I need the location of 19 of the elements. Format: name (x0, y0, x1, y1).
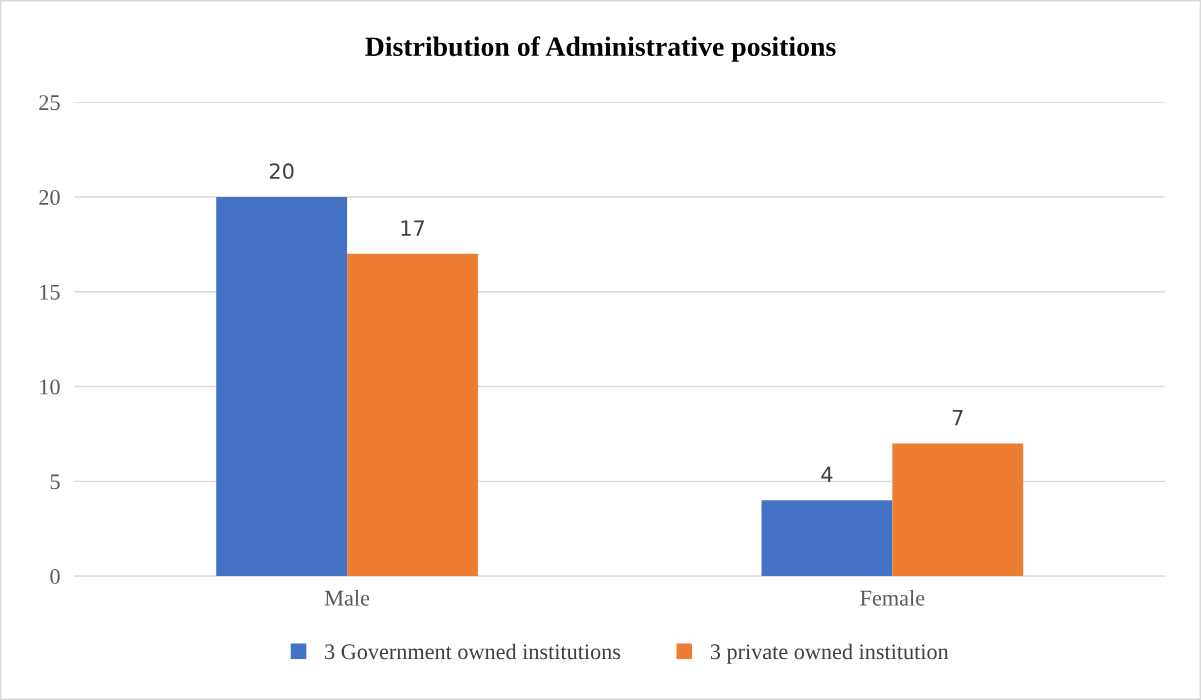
bar (347, 253, 478, 577)
y-tick-label: 25 (39, 95, 60, 111)
bar (216, 196, 348, 577)
chart-title: Distribution of Administrative positions (365, 36, 836, 62)
bar (892, 443, 1024, 577)
x-tick-label: Male (324, 589, 370, 606)
legend-label: 3 private owned institution (710, 643, 949, 664)
legend-label: 3 Government owned institutions (325, 643, 621, 660)
bar (761, 500, 893, 577)
y-tick-label: 5 (50, 474, 60, 490)
data-label: 4 (821, 466, 833, 483)
y-tick-label: 10 (40, 379, 60, 395)
y-tick-label: 15 (40, 284, 60, 300)
x-tick-label: Female (860, 589, 925, 606)
y-tick-label: 20 (39, 189, 60, 205)
data-label: 17 (401, 220, 424, 236)
data-label: 7 (952, 410, 963, 426)
data-label: 20 (269, 163, 294, 180)
y-tick-label: 0 (50, 569, 60, 585)
